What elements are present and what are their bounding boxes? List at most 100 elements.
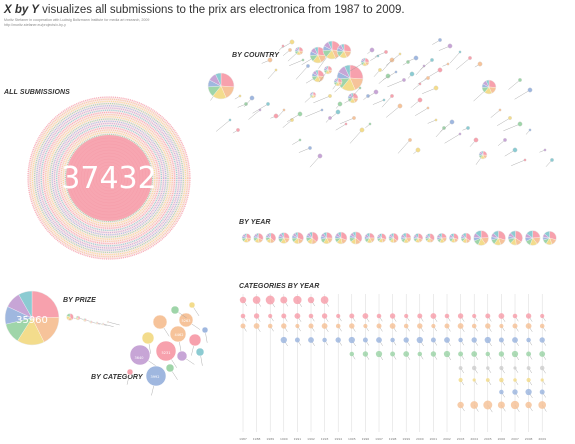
- year-bubble: [436, 232, 447, 243]
- pie-outline: [490, 230, 506, 246]
- country-bubble-small: [249, 95, 255, 101]
- category-bubble: [126, 368, 134, 376]
- country-bubble: [481, 79, 497, 95]
- category-year-bubble: [526, 337, 531, 343]
- category-year-bubble: [390, 351, 396, 357]
- category-year-bubble: [444, 323, 450, 329]
- category-year-bubble: [375, 350, 383, 358]
- category-year-bubble: [483, 400, 493, 410]
- country-bubble-small: [434, 118, 438, 122]
- category-bubble: [188, 333, 202, 347]
- pie-outline: [306, 231, 319, 245]
- year-bubbles: [241, 230, 557, 246]
- category-year-bubble: [484, 336, 491, 344]
- country-bubble-small: [422, 64, 426, 68]
- category-year-bubble: [485, 313, 491, 319]
- leader-line: [397, 139, 411, 154]
- submission-ring: [62, 131, 156, 225]
- submission-ring: [49, 118, 169, 238]
- inner-ring: [104, 173, 114, 183]
- category-year-bubble: [526, 377, 531, 383]
- category-year-bubble: [458, 351, 464, 357]
- category-year-bubble: [362, 351, 369, 357]
- leader-line: [370, 55, 379, 61]
- country-bubble-small: [373, 89, 379, 95]
- category-year-bubble: [280, 336, 287, 344]
- year-bubble: [278, 232, 290, 244]
- country-bubble: [323, 65, 333, 75]
- category-year-bubble: [539, 351, 546, 357]
- country-bubble-small: [426, 106, 430, 110]
- pie-outline: [525, 230, 541, 246]
- category-bubble: [129, 344, 151, 366]
- category-year-bubble: [512, 313, 518, 319]
- pie-outline: [413, 233, 424, 243]
- category-bubble: [165, 363, 175, 373]
- category-year-bubble: [513, 378, 517, 382]
- country-bubble: [360, 57, 370, 67]
- section-label-by-category: BY CATEGORY: [91, 374, 143, 381]
- submission-ring: [27, 96, 191, 260]
- prize-bubble: [75, 315, 81, 321]
- category-year-bubble: [486, 366, 490, 370]
- country-bubble-small: [458, 132, 462, 136]
- year-bubble: [349, 231, 363, 245]
- year-bubble: [253, 232, 264, 243]
- country-bubble-small: [308, 146, 312, 150]
- country-bubble-small: [408, 138, 412, 142]
- category-year-bubble: [404, 313, 409, 319]
- category-bubble: [170, 305, 180, 315]
- inner-ring: [98, 167, 120, 189]
- category-year-bubble: [252, 296, 261, 304]
- category-year-bubble: [498, 337, 504, 343]
- submission-ring: [44, 113, 174, 243]
- category-bubble: [145, 365, 167, 387]
- year-tick-label: 1990: [280, 437, 288, 441]
- pie-outline: [460, 232, 472, 244]
- country-bubble-small: [508, 116, 512, 120]
- year-bubble: [490, 230, 506, 246]
- leader-line: [440, 121, 453, 132]
- category-year-bubble: [512, 323, 518, 329]
- category-bubble: [176, 350, 188, 362]
- country-bubble-small: [415, 147, 421, 153]
- category-year-bubble: [307, 296, 315, 304]
- year-tick-label: 1995: [348, 437, 356, 441]
- submission-ring: [53, 122, 165, 234]
- year-tick-label: 2001: [430, 437, 438, 441]
- leader-line: [383, 71, 397, 80]
- country-bubble-small: [426, 76, 430, 80]
- leader-line: [248, 109, 261, 120]
- category-year-bubble: [539, 365, 545, 371]
- category-year-bubble: [416, 336, 423, 344]
- pie-outline: [83, 318, 87, 322]
- category-year-bubble: [430, 337, 436, 343]
- category-year-bubble: [430, 313, 437, 319]
- category-year-bubble: [539, 323, 545, 329]
- category-year-bubble: [485, 351, 491, 357]
- inner-ring: [77, 146, 141, 210]
- submission-ring: [58, 127, 160, 229]
- year-tick-label: 1988: [253, 437, 261, 441]
- category-year-bubble: [443, 350, 451, 358]
- leader-line: [349, 129, 363, 144]
- inner-ring: [71, 140, 147, 216]
- inner-disc: [66, 135, 152, 221]
- category-year-bubble: [499, 323, 504, 329]
- pie-outline: [334, 231, 348, 245]
- leader-line: [412, 83, 421, 90]
- leader-line: [415, 107, 429, 116]
- category-year-bubble: [240, 323, 246, 329]
- category-year-bubble: [349, 313, 355, 319]
- pie-outline: [106, 320, 110, 324]
- submission-ring: [40, 109, 178, 247]
- category-year-bubble: [336, 313, 341, 319]
- year-bubble: [306, 231, 319, 245]
- year-bubble: [425, 233, 435, 243]
- leader-line: [387, 79, 405, 88]
- country-bubble-small: [449, 119, 455, 125]
- leader-line: [267, 69, 277, 80]
- pie-outline: [336, 43, 352, 59]
- no-prize-count: 35960: [16, 315, 48, 326]
- leader-line: [347, 87, 361, 102]
